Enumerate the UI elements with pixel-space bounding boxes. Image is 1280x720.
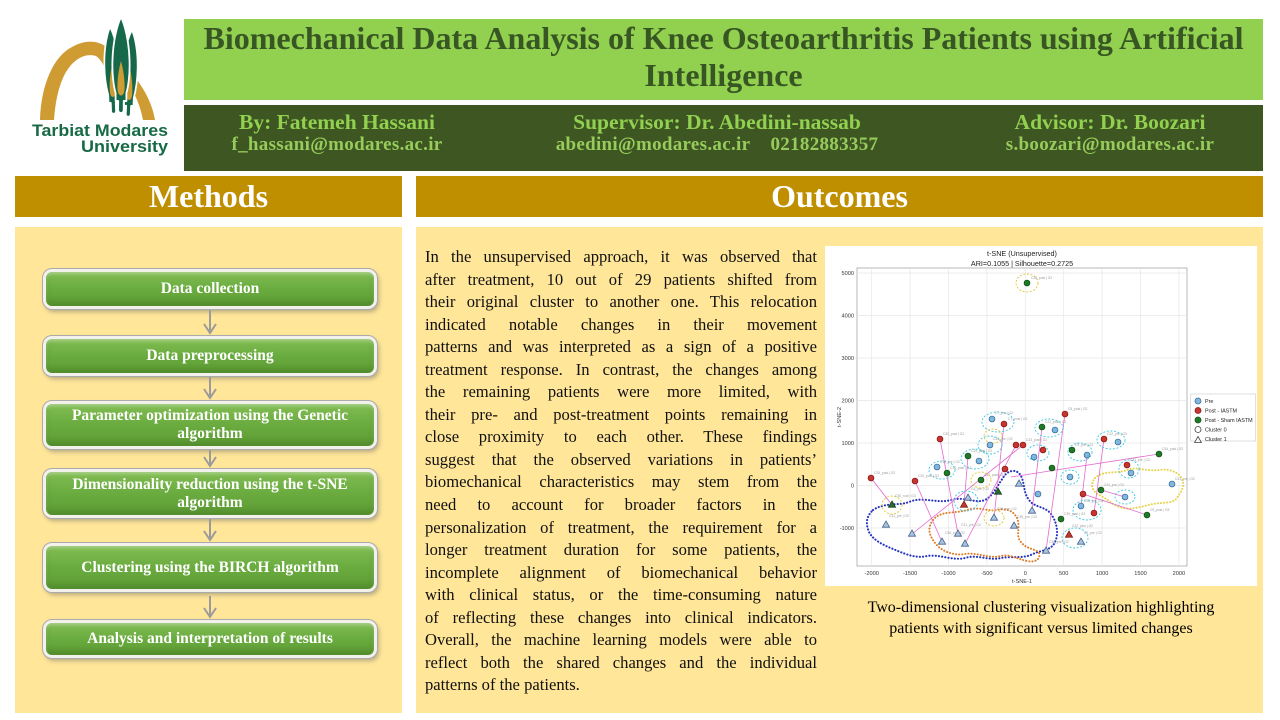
svg-text:C7_post | G2: C7_post | G2: [1008, 417, 1028, 421]
svg-text:C36_pre | G2: C36_pre | G2: [993, 437, 1013, 441]
svg-text:C31_pre | G3: C31_pre | G3: [889, 514, 909, 518]
svg-text:-1000: -1000: [840, 526, 854, 532]
svg-text:C36_pre | G2: C36_pre | G2: [1049, 540, 1069, 544]
svg-text:C28_post | G2: C28_post | G2: [1031, 276, 1052, 280]
svg-text:C21_pre | G2: C21_pre | G2: [1175, 477, 1195, 481]
svg-text:C7_pre | G2: C7_pre | G2: [995, 411, 1013, 415]
svg-text:C31_pre | G2: C31_pre | G2: [961, 523, 981, 527]
svg-text:Post - Sham IASTM: Post - Sham IASTM: [1205, 418, 1253, 424]
svg-text:5000: 5000: [842, 271, 854, 277]
svg-text:0: 0: [851, 484, 854, 490]
svg-text:C4_pre | G3: C4_pre | G3: [971, 487, 989, 491]
svg-text:Pre: Pre: [1205, 399, 1213, 405]
svg-text:500: 500: [1059, 571, 1068, 577]
svg-text:C30_root | G3: C30_root | G3: [895, 494, 916, 498]
svg-text:C9_post | G3: C9_post | G3: [1150, 508, 1170, 512]
svg-text:C8_post | G2: C8_post | G2: [1068, 407, 1088, 411]
svg-text:C22_pre | G3: C22_pre | G3: [1107, 432, 1127, 436]
svg-text:-2000: -2000: [865, 571, 879, 577]
svg-text:C33_post | G2: C33_post | G2: [1026, 438, 1047, 442]
svg-text:C28_pre | G2: C28_pre | G2: [1084, 499, 1104, 503]
svg-text:C15_post | G2: C15_post | G2: [971, 449, 992, 453]
svg-text:C38_pre | G3: C38_pre | G3: [1017, 515, 1037, 519]
svg-text:Cluster 0: Cluster 0: [1205, 428, 1227, 434]
svg-text:University: University: [81, 137, 169, 156]
svg-text:C20_post | G2: C20_post | G2: [918, 474, 939, 478]
svg-text:C22_post | G2: C22_post | G2: [1045, 420, 1066, 424]
svg-text:-1500: -1500: [903, 571, 917, 577]
svg-text:t-SNE-1: t-SNE-1: [1012, 579, 1032, 585]
svg-text:C34_pre | G3: C34_pre | G3: [1104, 483, 1124, 487]
svg-text:-500: -500: [981, 571, 992, 577]
svg-text:2000: 2000: [842, 399, 854, 405]
svg-text:Post - IASTM: Post - IASTM: [1205, 409, 1238, 415]
svg-text:C34_post | G2: C34_post | G2: [1162, 447, 1183, 451]
svg-text:C36_pre | G2: C36_pre | G2: [945, 531, 965, 535]
svg-text:C37_post | G3: C37_post | G3: [984, 473, 1005, 477]
svg-text:ARI=0.1055 | Silhouette=0.2725: ARI=0.1055 | Silhouette=0.2725: [971, 259, 1073, 268]
svg-text:Cluster 1: Cluster 1: [1205, 437, 1227, 443]
svg-text:0: 0: [1024, 571, 1027, 577]
svg-text:C14_post | G2: C14_post | G2: [950, 466, 971, 470]
svg-text:3000: 3000: [842, 356, 854, 362]
svg-text:Tarbiat Modares: Tarbiat Modares: [32, 121, 168, 140]
svg-text:C14_pre | G2: C14_pre | G2: [940, 460, 960, 464]
svg-text:t-SNE (Unsupervised): t-SNE (Unsupervised): [987, 249, 1057, 258]
svg-text:C9_pre | G3: C9_pre | G3: [1075, 443, 1093, 447]
svg-text:C19_pre | G2: C19_pre | G2: [997, 507, 1017, 511]
svg-text:1000: 1000: [842, 441, 854, 447]
svg-text:1500: 1500: [1134, 571, 1146, 577]
svg-text:1000: 1000: [1096, 571, 1108, 577]
svg-text:C33_pre | G3: C33_pre | G3: [1130, 458, 1150, 462]
svg-text:C22_plus | G2: C22_plus | G2: [1072, 524, 1093, 528]
svg-text:C2_pre | G2: C2_pre | G2: [1084, 531, 1102, 535]
svg-text:-1000: -1000: [941, 571, 955, 577]
svg-text:t-SNE-2: t-SNE-2: [837, 407, 843, 427]
svg-text:C28_post | G2: C28_post | G2: [874, 471, 895, 475]
svg-text:4000: 4000: [842, 314, 854, 320]
svg-text:C39_post | G3: C39_post | G3: [1064, 512, 1085, 516]
svg-text:C30_post | G2: C30_post | G2: [943, 432, 964, 436]
svg-text:2000: 2000: [1173, 571, 1185, 577]
